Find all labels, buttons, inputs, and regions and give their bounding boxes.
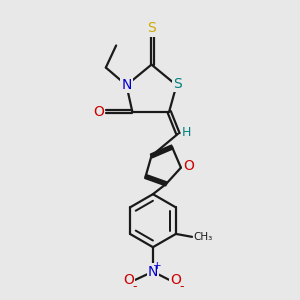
Text: S: S — [147, 21, 156, 35]
Text: -: - — [179, 280, 184, 293]
Text: -: - — [132, 280, 137, 293]
Text: N: N — [148, 265, 158, 279]
Text: CH₃: CH₃ — [194, 232, 213, 242]
Text: +: + — [153, 261, 162, 271]
Text: O: O — [184, 159, 195, 173]
Text: O: O — [123, 273, 134, 287]
Text: O: O — [93, 105, 104, 119]
Text: N: N — [121, 78, 132, 92]
Text: O: O — [170, 273, 181, 287]
Text: S: S — [174, 77, 182, 91]
Text: H: H — [182, 126, 191, 139]
